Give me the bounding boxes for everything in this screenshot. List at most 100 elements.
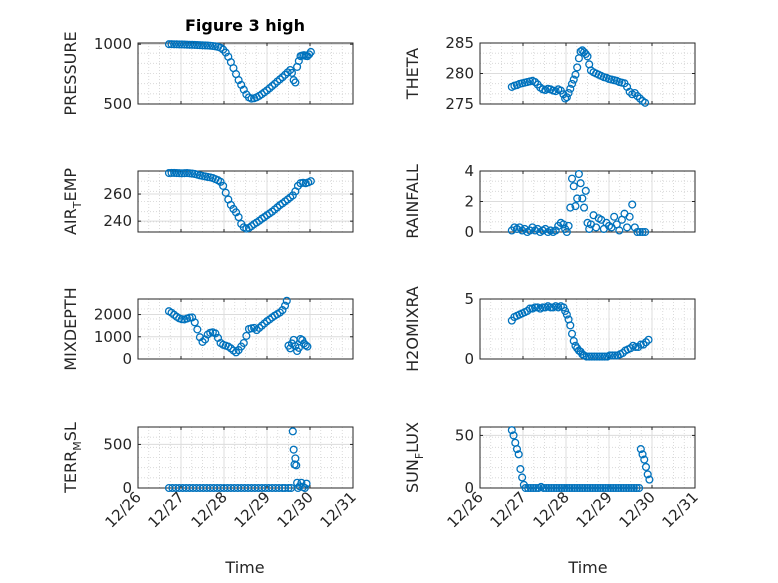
data-point — [300, 483, 309, 493]
figure-title: Figure 3 high — [185, 16, 305, 35]
y-tick-label: 5 — [464, 290, 474, 308]
data-point — [303, 342, 312, 351]
data-point — [639, 340, 648, 349]
y-axis-label-rainfall: RAINFALL — [403, 164, 422, 239]
data-point — [278, 73, 287, 82]
axes-box-terr-msl — [137, 426, 354, 489]
data-point — [593, 483, 602, 493]
data-point — [287, 68, 296, 77]
data-point — [616, 483, 626, 493]
y-tick-label: 4 — [464, 162, 474, 180]
data-point — [567, 483, 577, 493]
data-point — [622, 483, 631, 493]
data-point — [610, 351, 620, 360]
data-point — [575, 483, 584, 493]
axes-box-sun-flux — [479, 426, 696, 489]
data-point — [234, 213, 243, 222]
data-point — [635, 94, 645, 103]
data-point — [172, 168, 181, 178]
data-point — [250, 323, 259, 332]
data-point — [585, 352, 594, 361]
data-point — [509, 431, 518, 440]
x-axis-label-right: Time — [567, 558, 607, 577]
data-point — [539, 483, 548, 493]
series-pressure — [164, 40, 315, 103]
data-point — [562, 93, 571, 102]
data-point — [591, 483, 600, 493]
data-point — [283, 68, 292, 77]
data-point — [175, 169, 184, 178]
data-point — [598, 352, 607, 361]
grid-sun-flux — [479, 427, 696, 489]
data-point — [640, 455, 649, 464]
data-point — [580, 483, 589, 493]
data-point — [286, 344, 295, 353]
x-axis-label-left: Time — [224, 558, 264, 577]
data-point — [606, 483, 615, 493]
data-point — [203, 41, 212, 50]
data-point — [551, 226, 560, 235]
panel-air-temp: 240 260 AIRTEMP — [61, 168, 354, 235]
data-point — [623, 223, 632, 232]
data-point — [641, 338, 651, 347]
data-point — [574, 170, 583, 179]
data-point — [182, 168, 192, 178]
data-point — [562, 483, 571, 493]
data-point — [564, 88, 573, 98]
data-point — [255, 323, 264, 332]
data-point — [281, 301, 290, 310]
data-point — [270, 79, 279, 88]
data-point — [569, 182, 578, 191]
y-axis-label-air-temp: AIRTEMP — [61, 168, 84, 235]
y-tick-label: 275 — [445, 95, 474, 113]
data-point — [292, 461, 301, 470]
data-point — [294, 343, 303, 352]
data-point — [526, 483, 535, 493]
series-theta — [507, 46, 650, 107]
data-point — [619, 483, 628, 493]
data-point — [185, 40, 194, 49]
y-axis-label-theta: THETA — [403, 48, 422, 100]
data-point — [538, 303, 547, 312]
data-point — [565, 483, 574, 493]
y-axis-label-terr-msl: TERRMSL — [61, 422, 84, 494]
data-point — [195, 41, 204, 50]
data-point — [571, 70, 580, 79]
data-point — [516, 465, 525, 474]
data-point — [302, 479, 311, 488]
data-point — [625, 212, 634, 221]
y-axis-label-sun-flux: SUNFLUX — [403, 422, 426, 493]
data-point — [583, 52, 592, 61]
grid-air-temp — [137, 171, 354, 232]
data-point — [573, 194, 582, 203]
series-sun-flux — [507, 426, 654, 493]
data-point — [175, 40, 184, 49]
data-point — [635, 483, 644, 493]
data-point — [185, 169, 194, 178]
axes-box-pressure — [137, 42, 354, 105]
data-point — [190, 40, 199, 49]
data-point — [170, 168, 179, 177]
data-point — [592, 352, 602, 361]
data-point — [193, 40, 202, 50]
data-point — [226, 200, 235, 209]
data-point — [576, 179, 585, 188]
data-point — [514, 450, 523, 459]
data-point — [592, 223, 601, 232]
data-point — [278, 483, 287, 493]
y-tick-label: 50 — [455, 426, 474, 444]
data-point — [521, 483, 530, 493]
data-point — [629, 483, 638, 493]
data-point — [518, 473, 527, 482]
data-point — [601, 483, 610, 493]
y-tick-label: 500 — [103, 435, 132, 453]
data-point — [595, 352, 604, 361]
data-point — [226, 344, 235, 353]
data-point — [604, 483, 613, 493]
data-point — [231, 348, 241, 357]
data-point — [596, 483, 605, 493]
data-point — [531, 483, 540, 493]
y-tick-label: 0 — [464, 223, 474, 241]
data-point — [566, 203, 575, 212]
data-point — [635, 227, 645, 237]
